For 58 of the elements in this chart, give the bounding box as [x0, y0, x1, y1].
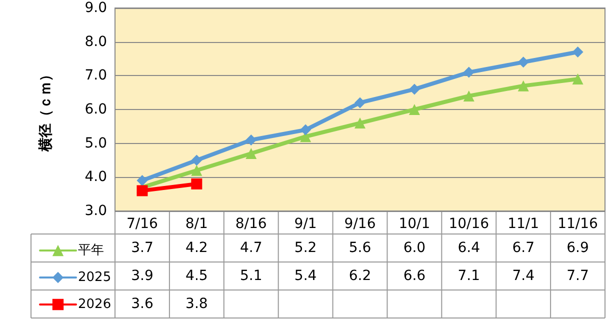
x-tick-label: 11/16 — [558, 216, 598, 232]
data-label: 4.5 — [186, 268, 208, 284]
x-tick-label: 8/1 — [185, 216, 208, 232]
point — [136, 185, 148, 196]
point — [572, 74, 584, 85]
x-tick-label: 10/16 — [448, 216, 490, 232]
point — [191, 178, 202, 190]
point — [518, 56, 529, 68]
point — [191, 164, 202, 176]
data-label: 6.6 — [403, 268, 426, 284]
point — [354, 118, 366, 129]
x-tick-label: 11/1 — [508, 216, 540, 232]
point — [246, 148, 257, 159]
point — [518, 80, 529, 92]
data-label: 6.4 — [458, 240, 480, 256]
data-label: 5.6 — [348, 240, 372, 256]
data-label: 5.1 — [240, 268, 262, 284]
y-tick-label: 3.0 — [84, 203, 107, 219]
x-tick-label: 9/1 — [294, 216, 317, 232]
data-label: 3.6 — [131, 296, 154, 312]
point — [191, 154, 202, 166]
data-label: 6.0 — [403, 240, 426, 256]
legend-label: 平年 — [78, 243, 104, 258]
y-axis-title: 横径（ｃｍ） — [38, 68, 54, 152]
data-label: 5.2 — [294, 240, 317, 256]
data-label: 5.4 — [294, 268, 317, 284]
data-label: 3.7 — [131, 240, 154, 256]
y-tick-label: 5.0 — [84, 135, 107, 152]
x-tick-label: 8/16 — [235, 216, 267, 232]
point — [354, 97, 366, 108]
point — [408, 84, 420, 95]
data-label: 7.4 — [512, 268, 535, 284]
point — [136, 175, 148, 186]
data-label: 4.2 — [186, 240, 208, 256]
data-label: 7.7 — [566, 268, 589, 284]
data-label: 3.8 — [186, 296, 208, 312]
point — [572, 46, 584, 58]
y-tick-label: 6.0 — [84, 102, 107, 118]
y-tick-label: 4.0 — [84, 169, 107, 186]
point — [463, 66, 474, 78]
y-tick-label: 7.0 — [84, 68, 107, 84]
data-label: 4.7 — [240, 240, 262, 256]
data-label: 3.9 — [131, 268, 154, 284]
x-tick-label: 7/16 — [126, 216, 158, 232]
data-label: 6.9 — [566, 240, 589, 256]
point — [300, 124, 312, 136]
data-label: 6.7 — [512, 240, 534, 256]
point — [408, 104, 420, 115]
point — [246, 134, 257, 146]
legend-label: 2026 — [78, 297, 112, 312]
legend-label: 2025 — [78, 270, 112, 285]
x-tick-label: 10/1 — [398, 216, 430, 232]
y-tick-label: 8.0 — [84, 34, 107, 50]
point — [463, 90, 474, 102]
y-tick-label: 9.0 — [84, 0, 107, 16]
x-tick-label: 9/16 — [344, 216, 376, 232]
data-label: 6.2 — [348, 268, 372, 284]
data-label: 7.1 — [458, 268, 480, 284]
